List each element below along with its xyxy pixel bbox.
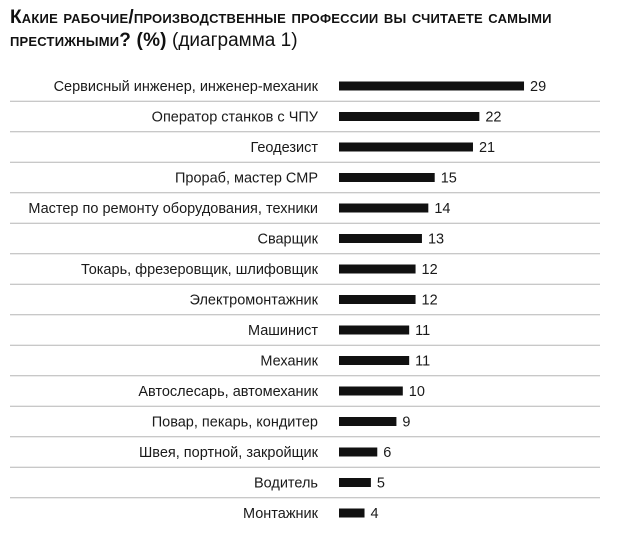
category-label: Мастер по ремонту оборудования, техники [28, 201, 318, 217]
bar [339, 478, 371, 487]
category-label: Токарь, фрезеровщик, шлифовщик [81, 262, 319, 278]
chart-title-sub: (диаграмма 1) [172, 30, 298, 51]
bar [339, 508, 365, 518]
data-label: 21 [479, 140, 495, 156]
data-label: 11 [415, 323, 430, 339]
data-label: 4 [371, 506, 379, 522]
data-label: 12 [422, 293, 438, 309]
category-label: Машинист [248, 323, 318, 339]
bar [339, 356, 410, 365]
data-label: 14 [434, 201, 450, 217]
category-label: Механик [260, 354, 318, 370]
data-label: 13 [428, 232, 444, 248]
data-label: 11 [415, 354, 430, 370]
data-label: 22 [485, 110, 501, 126]
bar [339, 234, 422, 243]
category-label: Оператор станков с ЧПУ [152, 110, 319, 126]
data-label: 29 [530, 79, 546, 95]
category-label: Прораб, мастер СМР [175, 171, 318, 187]
bar [339, 112, 480, 121]
bar [339, 447, 378, 457]
data-label: 10 [409, 384, 425, 400]
data-label: 9 [402, 415, 410, 431]
bar [339, 81, 525, 91]
data-label: 12 [422, 262, 438, 278]
chart-title: Какие рабочие/производственные профессии… [10, 6, 610, 52]
category-label: Монтажник [243, 506, 319, 522]
chart-title-main: Какие рабочие/производственные профессии… [10, 7, 552, 51]
data-label: 15 [441, 171, 457, 187]
category-label: Водитель [254, 476, 318, 492]
category-label: Швея, портной, закройщик [139, 445, 319, 461]
category-label: Автослесарь, автомеханик [138, 384, 318, 400]
data-label: 5 [377, 476, 385, 492]
bar [339, 295, 416, 304]
bar [339, 386, 403, 396]
bar [339, 173, 435, 182]
bar [339, 325, 410, 335]
category-label: Сервисный инженер, инженер-механик [54, 79, 319, 95]
bar [339, 203, 429, 213]
bar [339, 264, 416, 274]
data-label: 6 [383, 445, 391, 461]
category-label: Геодезист [250, 140, 318, 156]
bar [339, 417, 397, 426]
category-label: Повар, пекарь, кондитер [152, 415, 318, 431]
category-label: Сварщик [257, 232, 318, 248]
bar [339, 142, 473, 152]
category-label: Электромонтажник [190, 293, 319, 309]
